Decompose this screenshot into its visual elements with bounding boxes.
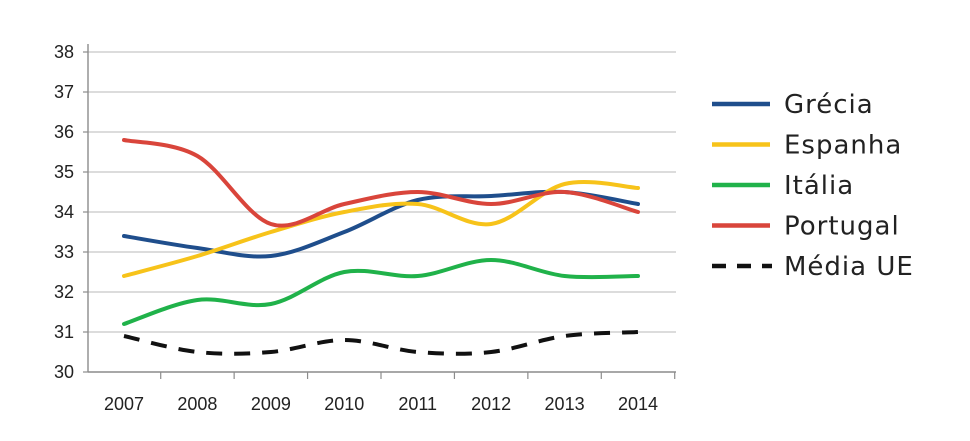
data-point xyxy=(636,186,640,190)
data-point xyxy=(416,274,420,278)
data-point xyxy=(563,334,567,338)
data-point xyxy=(636,274,640,278)
data-point xyxy=(122,334,126,338)
y-tick-label: 37 xyxy=(54,82,74,102)
data-point xyxy=(269,254,273,258)
legend-label: Espanha xyxy=(784,131,902,161)
data-point xyxy=(122,274,126,278)
data-point xyxy=(342,270,346,274)
data-point xyxy=(416,202,420,206)
tick-labels: 30 31 32 33 34 35 36 37 38 2007 2008 2009 2010 2011 20… xyxy=(54,42,658,414)
x-tick-label: 2011 xyxy=(398,394,437,414)
legend-label: Grécia xyxy=(784,90,874,120)
data-point xyxy=(489,258,493,262)
x-tick-label: 2008 xyxy=(177,394,217,414)
legend-label: Itália xyxy=(784,171,854,201)
data-point xyxy=(563,182,567,186)
series-line-2 xyxy=(122,258,640,326)
data-point xyxy=(636,202,640,206)
series-line-0 xyxy=(122,189,640,259)
data-point xyxy=(195,154,199,158)
y-tick-label: 34 xyxy=(54,202,74,222)
data-point xyxy=(269,350,273,354)
legend-label: Média UE xyxy=(784,252,914,282)
data-point xyxy=(195,254,199,258)
y-tick-label: 32 xyxy=(54,282,74,302)
data-point xyxy=(563,274,567,278)
series-line-3 xyxy=(122,138,640,228)
x-tick-label: 2010 xyxy=(324,394,364,414)
data-point xyxy=(489,202,493,206)
x-tick-label: 2014 xyxy=(618,394,658,414)
data-point xyxy=(563,190,567,194)
x-tick-label: 2013 xyxy=(545,394,585,414)
legend: Grécia Espanha Itália Portugal Média UE xyxy=(712,90,914,282)
data-point xyxy=(636,330,640,334)
axes xyxy=(83,44,676,379)
data-point xyxy=(342,338,346,342)
y-tick-label: 33 xyxy=(54,242,74,262)
data-point xyxy=(195,350,199,354)
x-tick-label: 2009 xyxy=(251,394,291,414)
legend-label: Portugal xyxy=(784,212,900,242)
data-point xyxy=(416,190,420,194)
data-point xyxy=(122,234,126,238)
gridlines xyxy=(88,51,676,333)
x-tick-label: 2012 xyxy=(471,394,511,414)
y-tick-label: 35 xyxy=(54,162,74,182)
data-point xyxy=(489,350,493,354)
data-point xyxy=(269,222,273,226)
data-point xyxy=(636,210,640,214)
data-point xyxy=(269,230,273,234)
data-point xyxy=(195,246,199,250)
data-point xyxy=(269,302,273,306)
data-point xyxy=(489,222,493,226)
x-tick-label: 2007 xyxy=(104,394,144,414)
series-line-1 xyxy=(122,180,640,278)
data-point xyxy=(416,198,420,202)
data-point xyxy=(195,298,199,302)
series-lines xyxy=(122,138,640,356)
data-point xyxy=(122,322,126,326)
y-tick-label: 36 xyxy=(54,122,74,142)
data-point xyxy=(416,350,420,354)
data-point xyxy=(489,194,493,198)
data-point xyxy=(342,230,346,234)
y-tick-label: 38 xyxy=(54,42,74,62)
series-line-4 xyxy=(123,330,639,356)
y-tick-label: 30 xyxy=(54,362,74,382)
y-tick-label: 31 xyxy=(54,322,74,342)
data-point xyxy=(342,202,346,206)
data-point xyxy=(122,138,126,142)
data-point xyxy=(342,210,346,214)
